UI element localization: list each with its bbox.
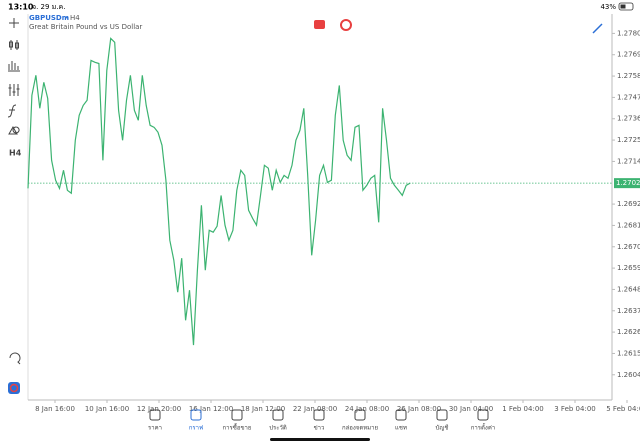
y-tick-label: 1.26260: [617, 328, 640, 336]
y-tick-label: 1.27470: [617, 93, 640, 101]
x-tick-label: 18 Jan 12:00: [241, 405, 285, 413]
tab-icon[interactable]: [272, 409, 284, 421]
y-tick-label: 1.27140: [617, 157, 640, 165]
y-tick-label: 1.26370: [617, 307, 640, 315]
x-tick-label: 10 Jan 16:00: [85, 405, 129, 413]
bars-tool[interactable]: [8, 61, 20, 72]
x-tick-label: 5 Feb 04:00: [606, 405, 640, 413]
home-indicator: [270, 438, 370, 441]
battery-icon: [618, 2, 634, 11]
x-tick-label: 1 Feb 04:00: [502, 405, 543, 413]
tab-icon[interactable]: [354, 409, 366, 421]
y-tick-label: 1.27580: [617, 72, 640, 80]
x-tick-label: 24 Jan 08:00: [345, 405, 389, 413]
x-tick-label: 22 Jan 08:00: [293, 405, 337, 413]
status-time: 13:10: [8, 3, 34, 12]
y-tick-label: 1.26700: [617, 243, 640, 251]
left-toolbar: [7, 18, 21, 365]
one-click-icon[interactable]: [340, 19, 352, 31]
tab-icon[interactable]: [190, 409, 202, 421]
y-tick-label: 1.26590: [617, 264, 640, 272]
indicators-tool[interactable]: [8, 84, 20, 96]
tab-label[interactable]: บัญชี: [436, 424, 449, 432]
y-tick-label: 1.26920: [617, 200, 640, 208]
tab-icon[interactable]: [477, 409, 489, 421]
y-tick-label: 1.26040: [617, 371, 640, 379]
tab-icon[interactable]: [436, 409, 448, 421]
battery-level: [620, 4, 626, 9]
y-tick-label: 1.27800: [617, 29, 640, 37]
draw-tool[interactable]: [592, 23, 603, 34]
tab-label[interactable]: แชท: [395, 425, 407, 432]
app-icon-mark: [9, 383, 19, 393]
symbol-description: Great Britain Pound vs US Dollar: [29, 23, 142, 31]
header-timeframe: H4: [70, 14, 80, 22]
current-price-label: 1.27028: [616, 179, 640, 187]
y-tick-label: 1.27690: [617, 51, 640, 59]
tab-label[interactable]: การซื้อขาย: [223, 422, 252, 432]
x-tick-label: 12 Jan 20:00: [137, 405, 181, 413]
candles-tool[interactable]: [9, 40, 19, 50]
y-tick-label: 1.27360: [617, 115, 640, 123]
tab-label[interactable]: การตั้งค่า: [471, 422, 495, 432]
price-line: [27, 37, 411, 346]
objects-tool[interactable]: [8, 125, 20, 135]
tab-icon[interactable]: [313, 409, 325, 421]
x-tick-label: 30 Jan 04:00: [449, 405, 493, 413]
x-tick-label: 16 Jan 12:00: [189, 405, 233, 413]
y-tick-label: 1.26480: [617, 285, 640, 293]
tab-label[interactable]: ราคา: [148, 425, 162, 432]
tab-icon[interactable]: [231, 409, 243, 421]
tab-icon[interactable]: [395, 409, 407, 421]
y-tick-label: 1.26810: [617, 221, 640, 229]
battery-text: 43%: [600, 3, 616, 11]
tab-label[interactable]: ประวัติ: [269, 425, 287, 432]
crosshair-tool[interactable]: [9, 18, 19, 28]
search-tool[interactable]: [9, 352, 21, 365]
tab-label[interactable]: กราฟ: [189, 425, 203, 432]
tab-label[interactable]: กล่องจดหมาย: [342, 425, 378, 432]
x-tick-label: 8 Jan 16:00: [35, 405, 75, 413]
function-tool[interactable]: [7, 104, 17, 118]
current-price-box: [614, 178, 640, 189]
x-tick-label: 26 Jan 08:00: [397, 405, 441, 413]
toolbar-timeframe[interactable]: H4: [9, 149, 22, 158]
bullet: •: [65, 14, 69, 22]
y-tick-label: 1.26150: [617, 349, 640, 357]
y-tick-label: 1.27250: [617, 136, 640, 144]
x-tick-label: 3 Feb 04:00: [554, 405, 595, 413]
symbol[interactable]: GBPUSDm: [29, 14, 69, 22]
sell-button[interactable]: [314, 20, 325, 29]
tab-label[interactable]: ข่าว: [314, 425, 325, 432]
tab-icon[interactable]: [149, 409, 161, 421]
status-date: จ. 29 ม.ค.: [32, 3, 65, 11]
